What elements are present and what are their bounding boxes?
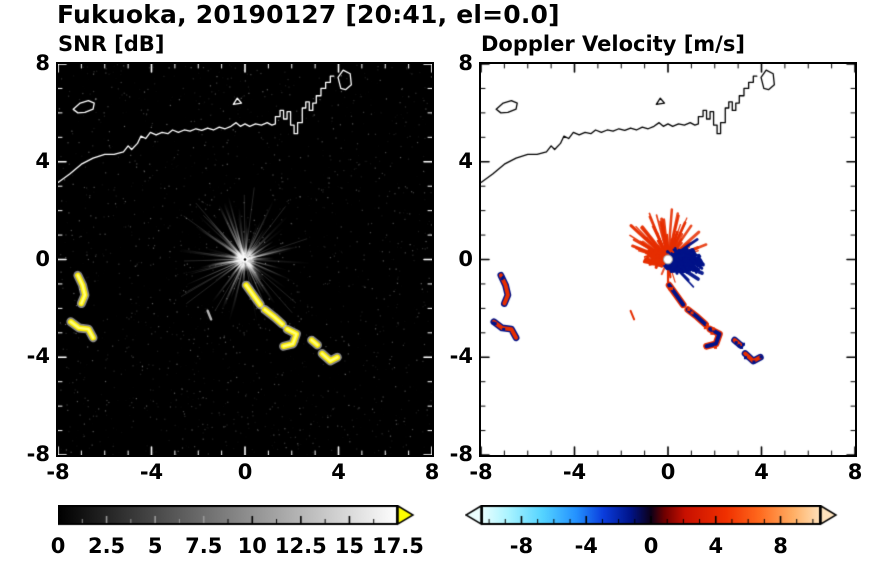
snr-colorbar [58, 505, 416, 527]
figure-title: Fukuoka, 20190127 [20:41, el=0.0] [57, 0, 560, 29]
snr-y-tick-label: 4 [35, 148, 50, 173]
snr-y-tick-label: 8 [35, 51, 50, 75]
velocity-x-tick-label: 8 [847, 460, 863, 484]
snr-x-tick-label: 4 [331, 460, 346, 484]
velocity-y-tick-label: 8 [458, 51, 473, 75]
snr-x-tick-label: -8 [46, 460, 70, 484]
velocity-y-tick-label: -8 [449, 442, 473, 466]
snr-colorbar-tick-label: 15 [334, 534, 365, 558]
snr-y-tick-label: -8 [26, 442, 50, 466]
snr-y-tick-label: -4 [26, 344, 50, 369]
snr-plot-canvas [56, 62, 434, 457]
velocity-colorbar [465, 505, 839, 527]
snr-x-tick-label: -4 [139, 460, 164, 484]
snr-colorbar-tick-label: 2.5 [87, 534, 126, 558]
snr-colorbar-tick-label: 17.5 [372, 534, 424, 558]
velocity-y-tick-label: 4 [458, 148, 473, 173]
snr-x-tick-label: 8 [424, 460, 440, 484]
snr-colorbar-tick-label: 12.5 [274, 534, 327, 558]
velocity-x-tick-label: -8 [469, 460, 493, 484]
snr-colorbar-tick-label: 0 [50, 534, 66, 558]
velocity-x-tick-label: 0 [660, 460, 676, 484]
velocity-y-tick-label: 0 [458, 246, 473, 271]
snr-panel-title: SNR [dB] [58, 32, 165, 56]
velocity-x-tick-label: -4 [562, 460, 587, 484]
velocity-colorbar-tick-label: -4 [574, 534, 598, 558]
velocity-colorbar-tick-label: 4 [708, 534, 724, 558]
velocity-y-tick-label: -4 [449, 344, 473, 369]
velocity-x-tick-label: 4 [754, 460, 769, 484]
velocity-colorbar-tick-label: -8 [509, 534, 534, 558]
velocity-plot-canvas [479, 62, 857, 457]
velocity-colorbar-tick-label: 8 [773, 534, 788, 558]
snr-colorbar-tick-label: 7.5 [185, 534, 223, 558]
snr-colorbar-tick-label: 10 [237, 534, 267, 558]
snr-colorbar-tick-label: 5 [147, 534, 163, 558]
velocity-colorbar-tick-label: 0 [643, 534, 659, 558]
snr-x-tick-label: 0 [237, 460, 253, 484]
velocity-panel-title: Doppler Velocity [m/s] [481, 32, 745, 56]
snr-y-tick-label: 0 [35, 246, 50, 271]
